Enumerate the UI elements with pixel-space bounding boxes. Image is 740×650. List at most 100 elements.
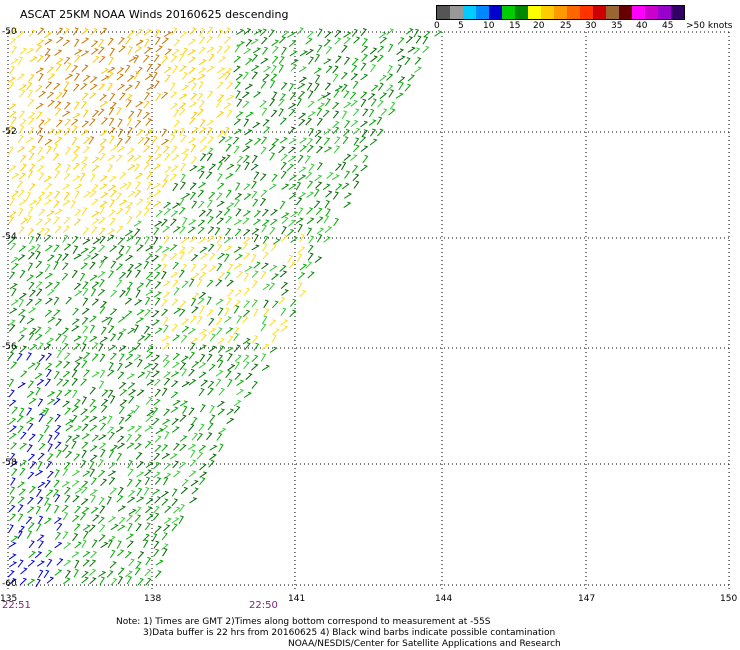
wind-barb <box>97 108 105 116</box>
wind-barb <box>280 82 288 90</box>
wind-barb <box>62 400 71 408</box>
wind-barb <box>272 46 279 54</box>
wind-barb <box>332 120 340 129</box>
wind-barb <box>54 190 61 199</box>
wind-barb <box>268 282 276 291</box>
wind-barb <box>208 345 217 353</box>
note-line: 3)Data buffer is 22 hrs from 20160625 4)… <box>143 628 556 638</box>
wind-barb <box>127 190 136 198</box>
wind-barb <box>116 225 124 234</box>
wind-barb <box>135 561 142 570</box>
wind-barb <box>342 128 350 137</box>
wind-barb <box>98 145 105 154</box>
wind-barb <box>188 407 195 416</box>
wind-barb <box>223 236 232 244</box>
wind-barb <box>216 244 223 253</box>
wind-barb <box>209 414 216 423</box>
wind-barb <box>334 37 342 45</box>
wind-barb <box>395 92 404 99</box>
wind-barb <box>244 83 254 90</box>
wind-barb <box>224 271 231 280</box>
wind-barb <box>82 297 89 306</box>
wind-barb <box>197 297 205 305</box>
wind-barb <box>218 136 226 144</box>
colorbar-swatch <box>619 6 632 19</box>
wind-barb <box>243 300 250 309</box>
wind-barb <box>47 289 55 296</box>
wind-barb <box>306 217 315 225</box>
wind-barb <box>200 379 209 387</box>
wind-barb <box>118 328 127 335</box>
wind-barb <box>434 30 443 37</box>
wind-barb <box>173 287 180 296</box>
wind-barb <box>64 101 71 110</box>
wind-barb <box>124 361 133 369</box>
wind-barb <box>376 54 384 63</box>
wind-barb <box>35 44 43 53</box>
wind-barb <box>36 288 43 297</box>
wind-barb <box>187 49 196 56</box>
wind-barb <box>307 180 314 189</box>
wind-barb <box>315 181 323 189</box>
wind-barb <box>351 28 358 37</box>
wind-barb <box>145 461 154 469</box>
wind-barb <box>323 137 331 146</box>
wind-barb <box>290 58 299 65</box>
wind-barb <box>90 28 98 36</box>
wind-barb <box>64 407 72 416</box>
wind-barb <box>44 263 51 273</box>
wind-barb <box>43 228 51 236</box>
wind-barb <box>71 136 78 146</box>
wind-barb <box>107 154 116 162</box>
wind-barb <box>260 146 267 155</box>
wind-barb <box>216 327 223 336</box>
wind-barb <box>350 99 359 107</box>
note-line: NOAA/NESDIS/Center for Satellite Applica… <box>288 639 561 649</box>
colorbar-label: 30 <box>585 21 597 31</box>
wind-barb <box>173 226 181 233</box>
wind-barb <box>251 280 258 289</box>
wind-barb <box>360 62 367 71</box>
wind-barb <box>226 109 233 118</box>
wind-barb <box>243 361 250 370</box>
wind-barb <box>173 39 181 47</box>
wind-barb <box>55 333 62 342</box>
wind-barb <box>198 46 206 54</box>
wind-barb <box>26 417 35 424</box>
wind-barb <box>110 260 117 269</box>
wind-barb <box>181 318 189 326</box>
wind-barb <box>252 335 259 344</box>
wind-barb <box>353 137 360 146</box>
wind-barb <box>82 238 91 245</box>
wind-barb <box>163 235 170 245</box>
wind-barb <box>107 539 113 548</box>
wind-barb <box>117 442 126 450</box>
wind-barb <box>80 247 89 254</box>
wind-barb <box>106 496 112 505</box>
wind-barb <box>117 362 123 372</box>
wind-barb <box>81 28 89 35</box>
wind-barb <box>199 328 208 335</box>
wind-barb <box>280 170 287 180</box>
wind-barb <box>54 469 60 478</box>
wind-barb <box>155 36 161 46</box>
wind-barb <box>142 111 151 120</box>
wind-barb <box>162 174 170 183</box>
wind-barb <box>332 126 340 134</box>
wind-barb <box>152 512 160 521</box>
wind-barb <box>73 362 81 370</box>
wind-barb <box>172 279 179 288</box>
wind-barb <box>243 155 250 163</box>
wind-barb <box>206 432 213 441</box>
wind-barb <box>9 110 17 118</box>
wind-barb <box>46 210 55 217</box>
wind-barb <box>46 453 54 461</box>
wind-barb <box>89 577 97 585</box>
wind-barb <box>251 71 258 80</box>
wind-barb <box>179 31 188 39</box>
wind-barb <box>11 263 19 270</box>
wind-barb <box>296 97 302 107</box>
wind-barb <box>26 530 33 539</box>
wind-barb <box>215 99 222 108</box>
wind-barb <box>108 127 116 135</box>
